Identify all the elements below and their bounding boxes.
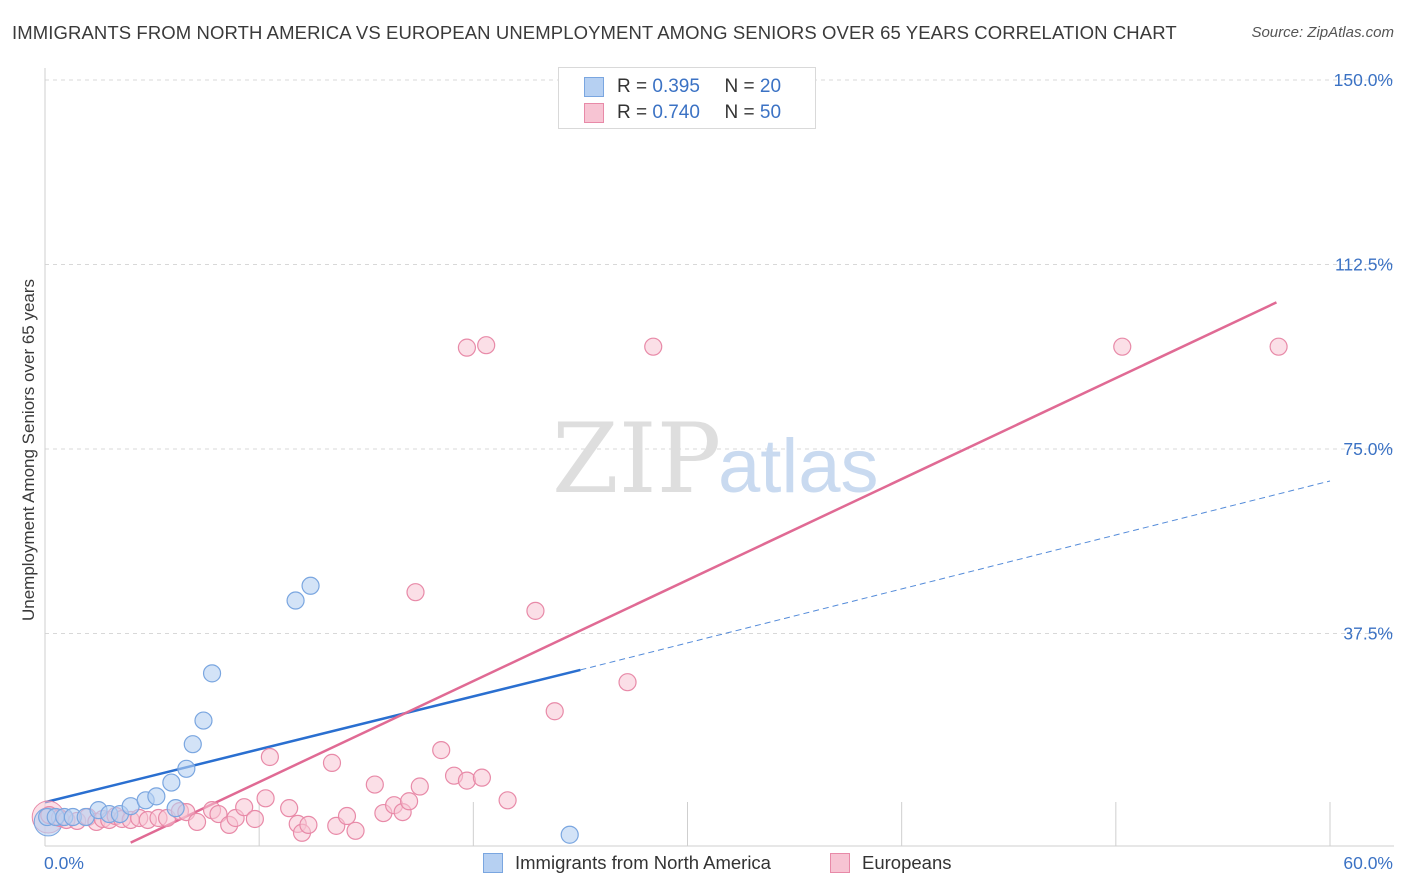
data-point-europeans [256, 789, 275, 808]
n-label: N = [724, 76, 755, 97]
data-point-europeans [209, 804, 228, 824]
watermark-atlas: atlas [718, 424, 879, 509]
data-point-europeans [526, 601, 545, 620]
data-point-europeans [410, 777, 429, 796]
data-point-europeans [1269, 337, 1288, 356]
data-point-europeans [457, 771, 477, 790]
legend-stats: R = 0.740 N = 50 [617, 102, 781, 124]
data-points [31, 336, 1288, 844]
chart-title: IMMIGRANTS FROM NORTH AMERICA VS EUROPEA… [12, 22, 1177, 43]
r-label: R = [617, 76, 648, 97]
legend-label: Immigrants from North America [515, 852, 771, 873]
data-point-north-america [194, 711, 213, 730]
data-point-europeans [618, 673, 637, 692]
data-point-north-america [166, 799, 185, 818]
trend-line-north-america [44, 668, 581, 804]
y-tick-label: 112.5% [1335, 255, 1393, 275]
legend-swatch-blue [584, 77, 604, 97]
n-value: 50 [759, 102, 782, 123]
y-tick-label: 150.0% [1334, 70, 1393, 90]
y-tick-label: 37.5% [1343, 624, 1393, 644]
legend-swatch-pink [584, 103, 604, 123]
trend-line-north-america-extension [580, 480, 1331, 671]
legend-swatch-pink [830, 853, 850, 873]
data-point-europeans [406, 583, 425, 602]
data-point-europeans [457, 338, 477, 357]
data-point-north-america [202, 664, 222, 683]
source-label: Source: ZipAtlas.com [1251, 24, 1394, 41]
data-point-europeans [245, 809, 264, 829]
x-tick-label-min: 0.0% [44, 853, 84, 873]
data-point-europeans [1113, 337, 1132, 356]
axes [44, 68, 1394, 847]
data-point-north-america [286, 591, 305, 610]
data-point-europeans [644, 337, 663, 356]
data-point-europeans [337, 806, 357, 826]
data-point-north-america [301, 576, 320, 595]
legend-swatch-blue [483, 853, 503, 873]
n-value: 20 [759, 76, 782, 97]
data-point-europeans [322, 753, 342, 772]
data-point-europeans [260, 747, 279, 767]
data-point-europeans [472, 768, 491, 787]
r-value: 0.395 [652, 76, 700, 97]
y-axis-label-wrap: Unemployment Among Seniors over 65 years [14, 160, 42, 750]
watermark-zip: ZIP [552, 403, 721, 515]
data-point-north-america [560, 825, 579, 844]
r-label: R = [617, 102, 648, 123]
data-point-europeans [280, 799, 299, 818]
x-tick-label-max: 60.0% [1343, 853, 1393, 873]
y-tick-label: 75.0% [1343, 439, 1393, 459]
data-point-europeans [399, 792, 419, 811]
n-label: N = [724, 102, 755, 123]
data-point-europeans [432, 741, 451, 760]
data-point-north-america [177, 759, 196, 778]
y-axis-label: Unemployment Among Seniors over 65 years [19, 278, 38, 622]
legend-label: Europeans [862, 852, 952, 873]
data-point-europeans [187, 812, 207, 832]
data-point-europeans [365, 775, 384, 794]
tick-labels: 37.5% 75.0% 112.5% 150.0% 0.0% 60.0% [44, 70, 1393, 873]
correlation-legend: R = 0.395 N = 20 R = 0.740 N = 50 [558, 67, 816, 129]
series-legend: Immigrants from North America Europeans [0, 852, 1406, 878]
data-point-europeans [235, 798, 254, 817]
data-point-europeans [299, 815, 318, 834]
data-point-north-america [147, 787, 166, 806]
data-point-europeans [477, 336, 496, 355]
data-point-north-america [183, 735, 202, 754]
data-point-europeans [498, 791, 517, 810]
data-point-europeans [545, 702, 564, 721]
data-point-europeans [346, 821, 365, 840]
trend-line-europeans [130, 301, 1277, 844]
legend-stats: R = 0.395 N = 20 [617, 76, 781, 98]
r-value: 0.740 [652, 102, 700, 123]
trend-lines [44, 301, 1331, 844]
data-point-north-america [162, 773, 181, 792]
